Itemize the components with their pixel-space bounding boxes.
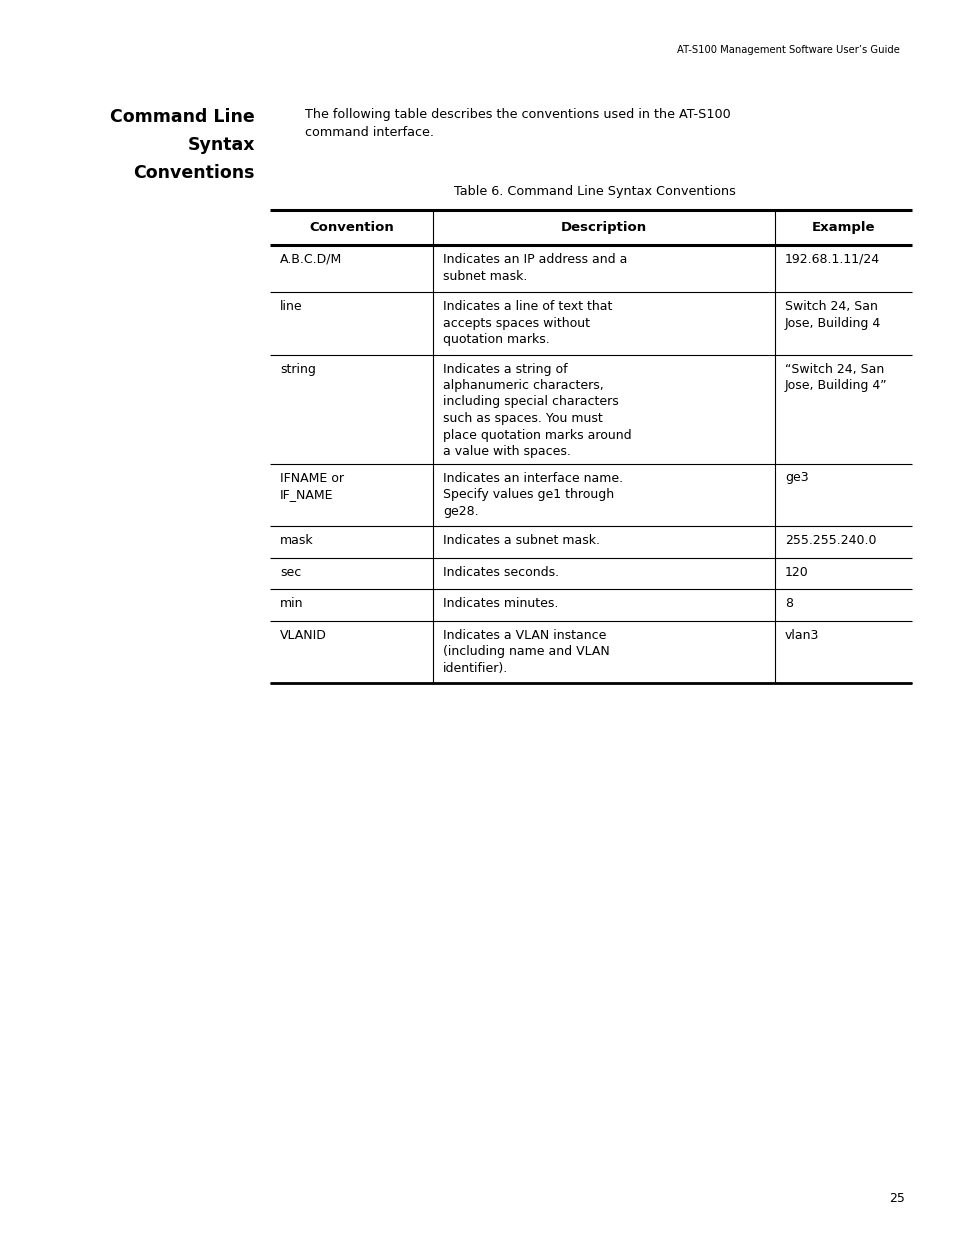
Text: 192.68.1.11/24: 192.68.1.11/24 [784, 253, 880, 266]
Text: vlan3: vlan3 [784, 629, 819, 641]
Text: “Switch 24, San
Jose, Building 4”: “Switch 24, San Jose, Building 4” [784, 363, 886, 391]
Text: min: min [280, 597, 303, 610]
Text: Table 6. Command Line Syntax Conventions: Table 6. Command Line Syntax Conventions [454, 185, 735, 198]
Text: ge3: ge3 [784, 472, 808, 484]
Text: Indicates an interface name.
Specify values ge1 through
ge28.: Indicates an interface name. Specify val… [442, 472, 622, 517]
Text: line: line [280, 300, 302, 312]
Text: string: string [280, 363, 315, 375]
Text: Description: Description [560, 221, 646, 233]
Text: 120: 120 [784, 566, 808, 578]
Text: A.B.C.D/M: A.B.C.D/M [280, 253, 342, 266]
Text: VLANID: VLANID [280, 629, 327, 641]
Text: Example: Example [811, 221, 874, 233]
Text: command interface.: command interface. [305, 126, 434, 140]
Text: Command Line: Command Line [111, 107, 254, 126]
Text: IFNAME or
IF_NAME: IFNAME or IF_NAME [280, 472, 344, 501]
Text: AT-S100 Management Software User’s Guide: AT-S100 Management Software User’s Guide [677, 44, 899, 56]
Text: Switch 24, San
Jose, Building 4: Switch 24, San Jose, Building 4 [784, 300, 881, 330]
Text: Syntax: Syntax [188, 136, 254, 154]
Text: 8: 8 [784, 597, 792, 610]
Text: Indicates seconds.: Indicates seconds. [442, 566, 558, 578]
Text: Indicates a string of
alphanumeric characters,
including special characters
such: Indicates a string of alphanumeric chara… [442, 363, 631, 458]
Text: mask: mask [280, 534, 314, 547]
Text: Convention: Convention [309, 221, 394, 233]
Text: Indicates a VLAN instance
(including name and VLAN
identifier).: Indicates a VLAN instance (including nam… [442, 629, 609, 674]
Text: The following table describes the conventions used in the AT-S100: The following table describes the conven… [305, 107, 730, 121]
Text: 255.255.240.0: 255.255.240.0 [784, 534, 876, 547]
Text: Indicates minutes.: Indicates minutes. [442, 597, 558, 610]
Text: Indicates a subnet mask.: Indicates a subnet mask. [442, 534, 599, 547]
Text: sec: sec [280, 566, 301, 578]
Text: Conventions: Conventions [133, 164, 254, 182]
Text: 25: 25 [888, 1192, 904, 1205]
Text: Indicates a line of text that
accepts spaces without
quotation marks.: Indicates a line of text that accepts sp… [442, 300, 612, 346]
Text: Indicates an IP address and a
subnet mask.: Indicates an IP address and a subnet mas… [442, 253, 627, 283]
